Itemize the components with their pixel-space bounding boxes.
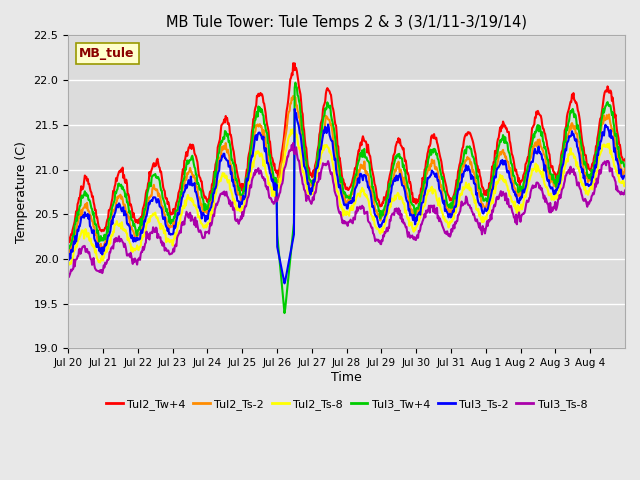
Tul3_Tw+4 <box>130 223 138 229</box>
Tul2_Tw+4 <box>406 180 413 185</box>
Tul3_Ts-2 <box>130 239 138 245</box>
Tul2_Ts-2 <box>130 229 138 235</box>
Title: MB Tule Tower: Tule Temps 2 & 3 (3/1/11-3/19/14): MB Tule Tower: Tule Temps 2 & 3 (3/1/11-… <box>166 15 527 30</box>
Tul2_Ts-2 <box>281 138 289 144</box>
Tul2_Tw+4 <box>131 214 138 220</box>
Tul2_Ts-2 <box>621 165 629 170</box>
Tul2_Ts-2 <box>405 195 413 201</box>
Tul2_Ts-8 <box>291 125 298 131</box>
Y-axis label: Temperature (C): Temperature (C) <box>15 141 28 243</box>
Tul2_Ts-2 <box>289 93 297 99</box>
Tul3_Ts-8 <box>260 178 268 183</box>
Tul3_Ts-2 <box>282 278 289 284</box>
Tul3_Tw+4 <box>260 113 268 119</box>
Tul3_Ts-2 <box>406 206 413 212</box>
Tul2_Ts-2 <box>260 127 268 133</box>
Tul3_Ts-2 <box>64 254 72 260</box>
Tul3_Ts-8 <box>289 140 297 146</box>
Tul2_Ts-2 <box>64 251 72 257</box>
Tul3_Ts-8 <box>64 271 72 276</box>
Tul3_Ts-8 <box>436 218 444 224</box>
Line: Tul2_Tw+4: Tul2_Tw+4 <box>68 63 625 242</box>
Tul2_Ts-8 <box>260 158 268 164</box>
Tul2_Tw+4 <box>436 156 444 162</box>
Tul3_Ts-2 <box>291 106 298 112</box>
Tul3_Ts-2 <box>260 134 268 140</box>
Tul2_Tw+4 <box>64 234 72 240</box>
Legend: Tul2_Tw+4, Tul2_Ts-2, Tul2_Ts-8, Tul3_Tw+4, Tul3_Ts-2, Tul3_Ts-8: Tul2_Tw+4, Tul2_Ts-2, Tul2_Ts-8, Tul3_Tw… <box>102 395 591 414</box>
Tul2_Tw+4 <box>282 121 289 127</box>
Tul3_Ts-8 <box>233 218 241 224</box>
Tul2_Tw+4 <box>289 60 297 66</box>
Tul2_Ts-8 <box>406 223 413 229</box>
Line: Tul3_Ts-2: Tul3_Ts-2 <box>68 109 625 283</box>
Tul2_Tw+4 <box>66 239 74 245</box>
Tul3_Tw+4 <box>621 163 629 169</box>
Tul3_Tw+4 <box>436 169 444 175</box>
Tul3_Ts-2 <box>281 280 289 286</box>
Tul2_Ts-2 <box>436 179 444 185</box>
Tul2_Ts-2 <box>232 183 240 189</box>
Tul2_Ts-8 <box>233 205 241 211</box>
Tul3_Tw+4 <box>282 306 289 312</box>
Tul2_Tw+4 <box>233 167 241 173</box>
Tul3_Ts-2 <box>436 189 444 194</box>
Tul3_Ts-2 <box>232 192 240 197</box>
Tul3_Tw+4 <box>232 177 240 183</box>
Tul2_Ts-8 <box>65 262 73 268</box>
Tul3_Ts-8 <box>621 188 629 193</box>
Tul2_Ts-8 <box>621 180 629 186</box>
Tul3_Tw+4 <box>292 80 300 85</box>
Tul2_Ts-8 <box>131 246 138 252</box>
Tul2_Tw+4 <box>260 101 268 107</box>
Line: Tul3_Ts-8: Tul3_Ts-8 <box>68 143 625 277</box>
Tul3_Ts-8 <box>282 164 289 169</box>
Tul3_Ts-8 <box>406 232 413 238</box>
Line: Tul2_Ts-2: Tul2_Ts-2 <box>68 96 625 254</box>
Tul3_Ts-8 <box>65 274 73 280</box>
Text: MB_tule: MB_tule <box>79 47 135 60</box>
Tul2_Ts-8 <box>64 259 72 265</box>
Tul3_Tw+4 <box>406 189 413 194</box>
Tul3_Ts-8 <box>131 259 138 265</box>
Line: Tul3_Tw+4: Tul3_Tw+4 <box>68 83 625 313</box>
X-axis label: Time: Time <box>332 371 362 384</box>
Tul3_Tw+4 <box>281 310 289 316</box>
Tul3_Ts-2 <box>621 173 629 179</box>
Line: Tul2_Ts-8: Tul2_Ts-8 <box>68 128 625 265</box>
Tul3_Tw+4 <box>64 243 72 249</box>
Tul2_Ts-8 <box>282 149 289 155</box>
Tul2_Tw+4 <box>621 156 629 162</box>
Tul2_Ts-8 <box>436 205 444 211</box>
